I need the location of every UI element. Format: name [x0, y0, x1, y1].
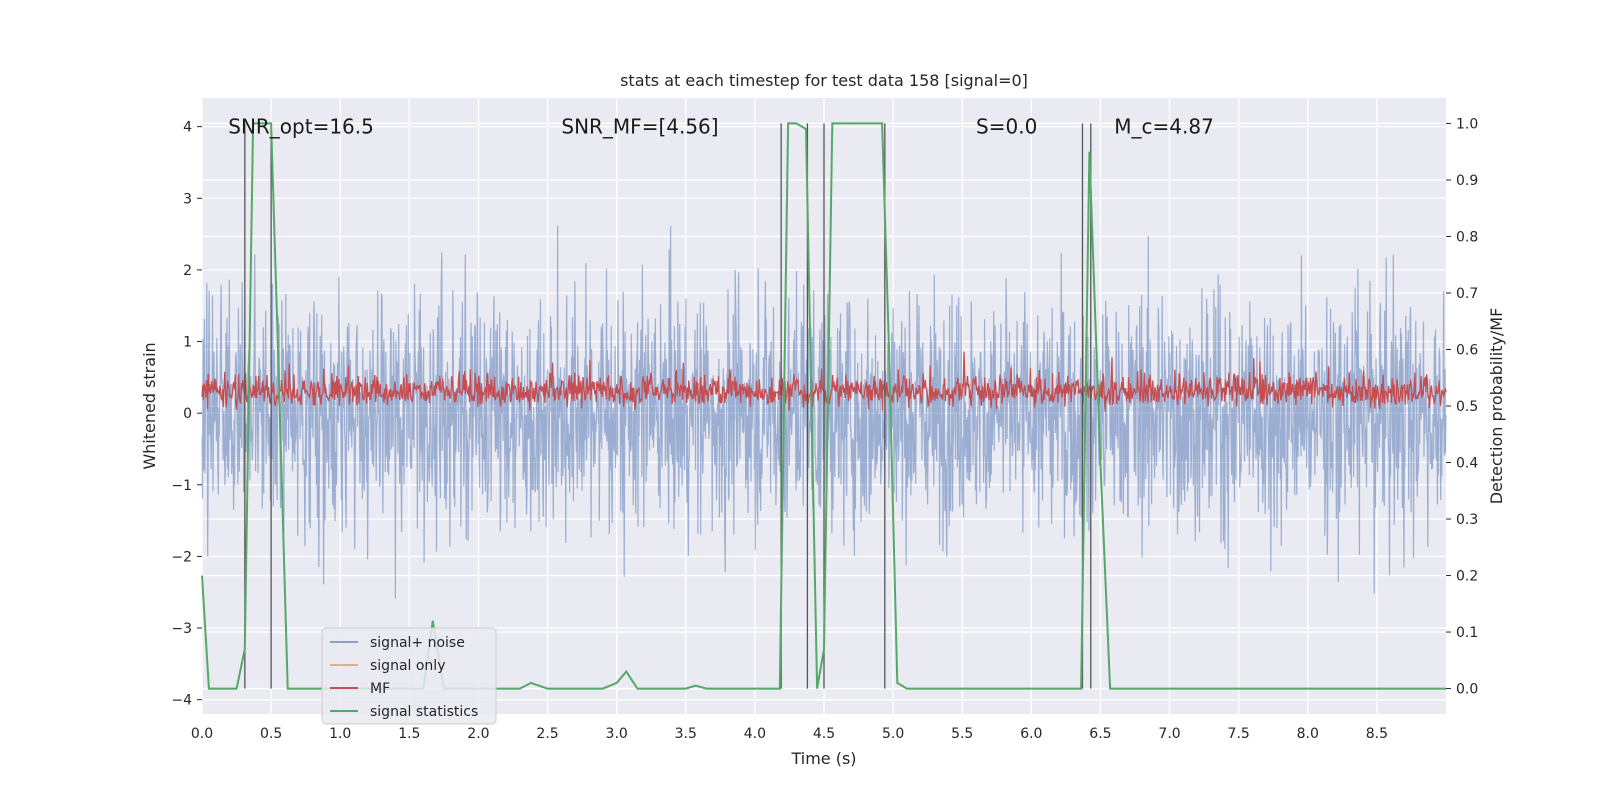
x-tick-label: 6.0 [1020, 726, 1042, 742]
y2-tick-label: 1.0 [1456, 116, 1478, 132]
y2-tick-label: 0.2 [1456, 569, 1478, 585]
x-tick-label: 5.0 [882, 726, 904, 742]
x-tick-label: 6.5 [1089, 726, 1111, 742]
x-axis-label: Time (s) [790, 749, 856, 768]
x-tick-label: 2.5 [536, 726, 558, 742]
legend-label: signal+ noise [370, 635, 465, 651]
legend-label: signal statistics [370, 704, 478, 720]
annotation-text: SNR_opt=16.5 [228, 115, 374, 139]
x-ticks: 0.0 0.5 1.0 1.5 2.0 2.5 3.0 3.5 4.0 4.5 5.0 5.5 6.0 6… [191, 726, 1388, 742]
y2-tick-label: 0.7 [1456, 286, 1478, 302]
y-axis-label: Whitened strain [140, 342, 159, 469]
y-tick-label: 2 [183, 263, 192, 279]
y2-tick-label: 0.9 [1456, 173, 1478, 189]
y-tick-label: 3 [183, 191, 192, 207]
legend: signal+ noise signal only MF signal statist… [321, 627, 497, 725]
annotation-text: S=0.0 [976, 115, 1037, 139]
x-tick-label: 2.0 [467, 726, 489, 742]
y-tick-label: −4 [171, 693, 192, 709]
y-tick-label: −3 [171, 621, 192, 637]
y-tick-label: 4 [183, 120, 192, 136]
chart-title: stats at each timestep for test data 158… [620, 71, 1028, 90]
y2-tick-label: 0.6 [1456, 342, 1478, 358]
y-tick-label: 0 [183, 406, 192, 422]
x-tick-label: 8.5 [1366, 726, 1388, 742]
x-tick-label: 4.0 [744, 726, 766, 742]
y2-axis-label: Detection probability/MF [1487, 308, 1506, 505]
signal-statistics-series [201, 122, 1446, 690]
legend-box [321, 627, 497, 725]
x-tick-label: 5.5 [951, 726, 973, 742]
x-tick-label: 0.0 [191, 726, 213, 742]
y2-tick-label: 0.0 [1456, 682, 1478, 698]
y-tick-label: −2 [171, 549, 192, 565]
y-tick-label: 1 [183, 335, 192, 351]
y2-tick-label: 0.5 [1456, 399, 1478, 415]
y2-tick-label: 0.3 [1456, 512, 1478, 528]
legend-label: MF [370, 681, 390, 697]
x-tick-label: 3.5 [675, 726, 697, 742]
x-tick-label: 4.5 [813, 726, 835, 742]
x-tick-label: 3.0 [606, 726, 628, 742]
x-tick-label: 7.5 [1228, 726, 1250, 742]
x-tick-label: 1.0 [329, 726, 351, 742]
y2-tick-label: 0.8 [1456, 229, 1478, 245]
x-tick-label: 1.5 [398, 726, 420, 742]
signal-statistics-line [201, 122, 1446, 690]
annotations: SNR_opt=16.5 SNR_MF=[4.56] S=0.0 M_c=4.87 [228, 115, 1214, 139]
y-ticks: −4 −3 −2 −1 0 1 2 3 4 [171, 120, 202, 709]
annotation-text: SNR_MF=[4.56] [561, 115, 718, 139]
x-tick-label: 7.0 [1158, 726, 1180, 742]
x-tick-label: 0.5 [260, 726, 282, 742]
y2-tick-label: 0.1 [1456, 625, 1478, 641]
legend-label: signal only [370, 658, 445, 674]
y-tick-label: −1 [171, 478, 192, 494]
x-tick-label: 8.0 [1297, 726, 1319, 742]
annotation-text: M_c=4.87 [1114, 115, 1214, 139]
y2-tick-label: 0.4 [1456, 456, 1478, 472]
y2-ticks: 0.0 0.1 0.2 0.3 0.4 0.5 0.6 0.7 0.8 0.9 1.0 [1446, 116, 1478, 698]
